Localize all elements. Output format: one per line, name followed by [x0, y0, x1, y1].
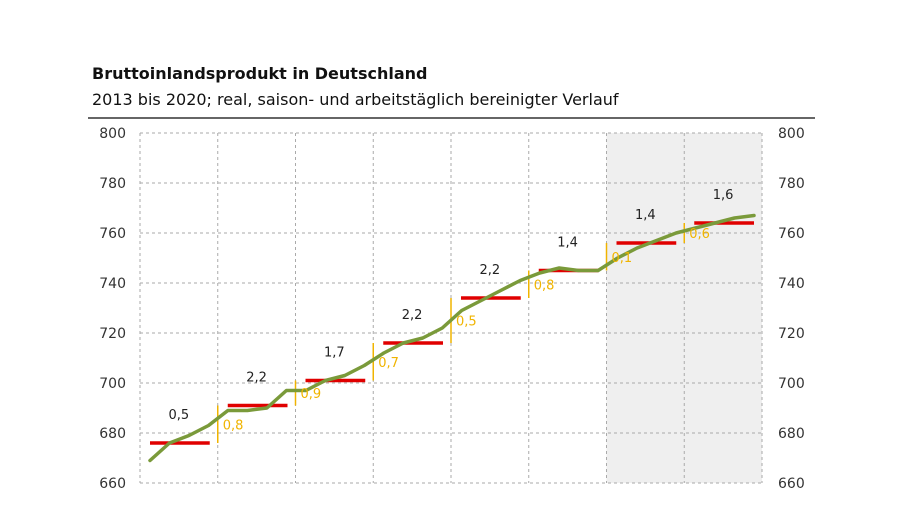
y-tick-label-right: 680 — [778, 426, 805, 442]
y-tick-label-right: 660 — [778, 476, 805, 492]
carryover-label: 0,8 — [534, 278, 555, 293]
carryover-label: 0,1 — [612, 251, 633, 266]
y-tick-label-left: 680 — [99, 426, 126, 442]
chart-title: Bruttoinlandsprodukt in Deutschland — [92, 64, 428, 83]
annual-growth-label: 1,4 — [635, 208, 656, 223]
y-tick-label-right: 800 — [778, 126, 805, 142]
y-tick-label-left: 700 — [99, 376, 126, 392]
carryover-label: 0,7 — [378, 356, 399, 371]
chart-subtitle: 2013 bis 2020; real, saison- und arbeits… — [92, 90, 619, 109]
y-tick-label-right: 760 — [778, 226, 805, 242]
y-tick-label-left: 780 — [99, 176, 126, 192]
carryover-label: 0,5 — [456, 315, 477, 330]
carryover-label: 0,9 — [301, 387, 322, 402]
annual-growth-label: 2,2 — [402, 308, 423, 323]
annual-growth-label: 1,4 — [557, 236, 578, 251]
y-tick-label-right: 740 — [778, 276, 805, 292]
y-tick-label-left: 660 — [99, 476, 126, 492]
y-tick-label-right: 720 — [778, 326, 805, 342]
annual-growth-label: 1,7 — [324, 346, 345, 361]
annual-growth-label: 0,5 — [169, 408, 190, 423]
annual-growth-label: 2,2 — [480, 263, 501, 278]
quarterly-gdp-line — [148, 213, 756, 463]
y-tick-label-left: 740 — [99, 276, 126, 292]
y-tick-label-left: 760 — [99, 226, 126, 242]
carryover-label: 0,6 — [689, 227, 710, 242]
annual-growth-label: 1,6 — [713, 188, 734, 203]
annual-growth-label: 2,2 — [246, 371, 267, 386]
y-tick-label-right: 780 — [778, 176, 805, 192]
carryover-label: 0,8 — [223, 418, 244, 433]
y-tick-label-left: 720 — [99, 326, 126, 342]
y-tick-label-right: 700 — [778, 376, 805, 392]
y-tick-label-left: 800 — [99, 126, 126, 142]
